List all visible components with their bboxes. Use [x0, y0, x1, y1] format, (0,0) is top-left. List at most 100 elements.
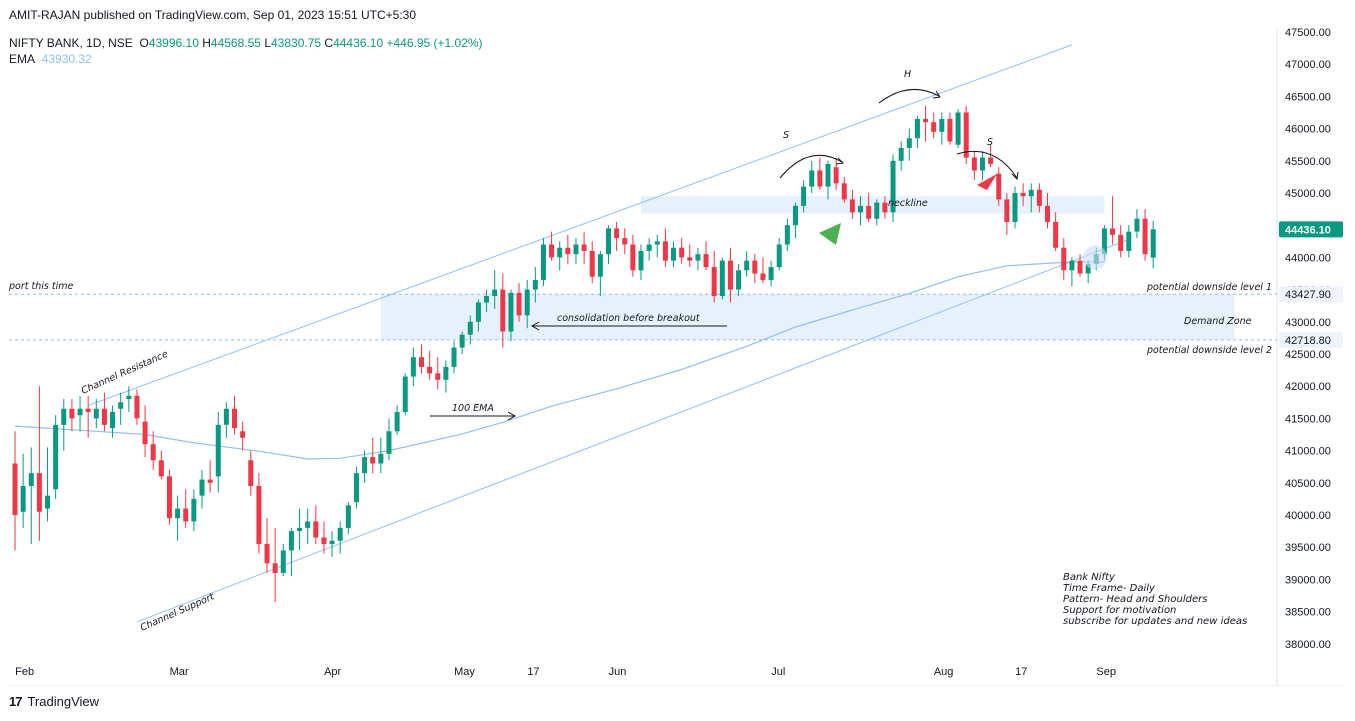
channel-resistance-line — [87, 44, 1073, 406]
candle-body — [1053, 221, 1059, 248]
x-tick-label: 17 — [1015, 666, 1027, 678]
candle-body — [158, 460, 164, 477]
candle-body — [475, 302, 481, 322]
chart-area[interactable]: 47500.00 47000.00 46500.00 46000.00 45500.00… — [9, 28, 1345, 686]
candle-body — [427, 366, 433, 374]
left-shoulder-arrow-icon — [835, 157, 845, 165]
candle-body — [979, 157, 985, 171]
candle-body — [955, 112, 961, 145]
candle-body — [809, 170, 815, 187]
y-tick-label: 43000.00 — [1285, 317, 1331, 329]
x-tick-label: Feb — [15, 666, 34, 678]
candle-body — [175, 508, 181, 519]
candle-body — [605, 228, 611, 255]
candle-body — [337, 527, 343, 541]
candle-body — [443, 366, 449, 380]
candle-body — [963, 112, 969, 158]
candle-body — [386, 431, 392, 454]
candle-body — [1142, 218, 1148, 255]
candle-body — [581, 244, 587, 251]
candle-body — [931, 122, 937, 132]
candle-body — [646, 244, 652, 251]
candle-body — [589, 250, 595, 277]
candle-body — [752, 260, 758, 274]
candle-body — [630, 244, 636, 271]
candle-body — [524, 289, 530, 316]
idea-notes: Bank Nifty Time Frame- Daily Pattern- Head… — [1063, 572, 1247, 627]
candle-body — [223, 408, 229, 425]
demand-zone-label: Demand Zone — [1184, 316, 1252, 327]
legend-change: +446.95 (+1.02%) — [386, 36, 483, 50]
touch-highlight — [1083, 245, 1108, 270]
candle-body — [1150, 229, 1156, 258]
candle-body — [484, 296, 490, 303]
legend-ema: EMA 43930.32 — [9, 52, 92, 66]
y-tick-label: 38500.00 — [1285, 607, 1331, 619]
candle-body — [28, 473, 34, 487]
candle-body — [801, 186, 807, 206]
candle-body — [1012, 193, 1018, 222]
candle-body — [297, 527, 303, 532]
candle-body — [849, 199, 855, 213]
candle-body — [679, 247, 685, 258]
x-tick-label: May — [454, 666, 475, 678]
candle-body — [776, 244, 782, 268]
candle-body — [183, 508, 189, 522]
candle-body — [565, 247, 571, 255]
candle-body — [419, 357, 424, 367]
legend-ohlc: NIFTY BANK, 1D, NSE O43996.10 H44568.55 … — [9, 36, 483, 50]
candle-body — [671, 247, 677, 261]
head-arrow-icon — [932, 90, 941, 99]
y-tick-label: 47500.00 — [1285, 28, 1331, 39]
left-shoulder-label: S — [783, 130, 789, 141]
ema-100-line — [14, 261, 1105, 460]
y-tick-label: 38000.00 — [1285, 639, 1331, 651]
candle-body — [232, 408, 238, 429]
candle-body — [1069, 260, 1075, 271]
demand-zone — [380, 294, 1235, 340]
candle-body — [61, 408, 67, 425]
legend-low-value: 43830.75 — [271, 36, 322, 50]
candle-body — [150, 444, 156, 461]
legend-high-label: H — [202, 36, 211, 50]
price-chart[interactable]: 47500.00 47000.00 46500.00 46000.00 45500.00… — [9, 28, 1345, 686]
candle-body — [858, 205, 864, 213]
publisher-line: AMIT-RAJAN published on TradingView.com,… — [9, 8, 417, 22]
candle-body — [719, 260, 725, 297]
y-tick-label: 42500.00 — [1285, 349, 1331, 361]
y-tick-label: 41500.00 — [1285, 413, 1331, 425]
candle-body — [695, 254, 701, 261]
candle-body — [971, 157, 977, 171]
channel-resistance-label: Channel Resistance — [80, 349, 170, 397]
x-tick-label: 17 — [527, 666, 539, 678]
candle-body — [77, 408, 83, 416]
candle-body — [792, 205, 798, 226]
candle-body — [410, 357, 416, 377]
candle-body — [557, 247, 563, 258]
candle-body — [370, 457, 376, 464]
candle-body — [467, 321, 473, 335]
candle-body — [906, 138, 912, 148]
note-line: Pattern- Head and Shoulders — [1063, 594, 1208, 605]
candle-body — [53, 424, 59, 490]
candle-body — [45, 495, 51, 509]
candle-body — [540, 244, 546, 280]
candle-body — [1085, 263, 1091, 274]
neckline-zone — [641, 196, 1105, 214]
candle-body — [768, 267, 774, 280]
candle-body — [1118, 234, 1124, 251]
candle-body — [305, 521, 311, 528]
candle-body — [988, 157, 994, 165]
ema-arrow-head-icon — [507, 411, 517, 421]
legend-low-label: L — [264, 36, 271, 50]
candle-body — [199, 479, 205, 496]
channel-support-line — [136, 238, 1129, 623]
candle-body — [939, 118, 945, 132]
candle-body — [882, 202, 888, 213]
x-tick-label: Jul — [771, 666, 785, 678]
y-tick-label: 41000.00 — [1285, 446, 1331, 458]
candle-body — [516, 292, 522, 316]
note-line: Time Frame- Daily — [1063, 583, 1155, 594]
candle-body — [240, 431, 246, 438]
candle-body — [662, 241, 668, 261]
